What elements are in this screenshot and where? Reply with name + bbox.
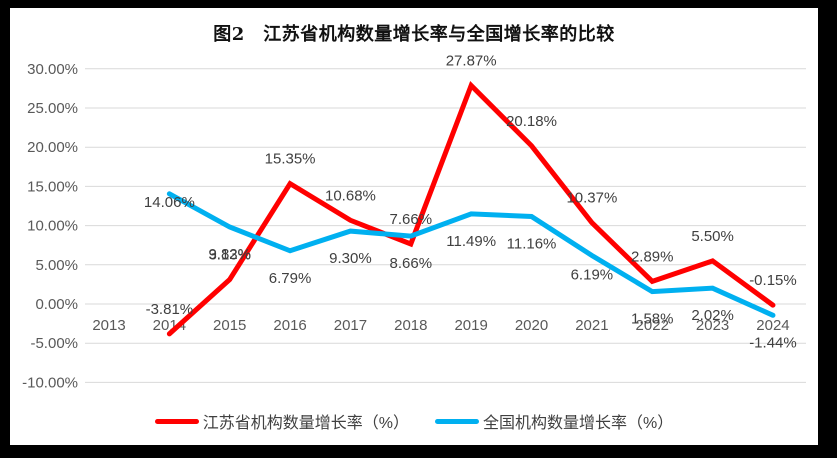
data-label-jiangsu: -0.15% [749,272,797,289]
data-label-jiangsu: 10.37% [566,190,617,207]
data-label-jiangsu: 27.87% [446,52,497,69]
chart-plot-area: 30.00% 25.00% 20.00% 15.00% 10.00% 5.00% 0.00%… [22,52,806,391]
x-axis-tick-label: 2022 [636,317,669,334]
x-axis-tick-label: 2017 [334,317,367,334]
legend-label-jiangsu: 江苏省机构数量增长率（%） [202,415,409,432]
x-axis-tick-label: 2014 [153,317,186,334]
data-label-national: 9.30% [329,250,372,267]
x-axis-tick-label: 2018 [394,317,427,334]
data-label-jiangsu: -3.81% [146,301,194,318]
y-axis-tick-label: 15.00% [27,178,78,195]
legend-label-national: 全国机构数量增长率（%） [483,415,674,432]
y-axis-tick-label: 5.00% [35,257,78,274]
x-axis-tick-label: 2016 [273,317,306,334]
legend-swatch-jiangsu [154,418,199,424]
data-label-national: 8.66% [390,255,433,272]
data-label-jiangsu: 7.66% [390,211,433,228]
y-axis-tick-label: 20.00% [27,139,78,156]
y-axis-tick-label: 0.00% [35,296,78,313]
x-axis-tick-label: 2019 [454,317,487,334]
data-label-national: 11.16% [507,236,557,253]
x-axis-tick-label: 2020 [515,317,548,334]
data-label-national: -1.44% [749,334,797,351]
chart-container: 图2 江苏省机构数量增长率与全国增长率的比较 30.00% 25.00% 20.00… [10,8,818,445]
data-label-national: 6.19% [571,266,614,283]
data-label-national: 1.58% [631,311,674,328]
data-label-jiangsu: 10.68% [325,187,376,204]
y-axis-tick-label: -5.00% [30,335,78,352]
y-axis-tick-label: -10.00% [22,374,78,391]
data-label-jiangsu: 2.89% [631,248,674,265]
x-axis-tick-label: 2024 [756,317,789,334]
series-line-1 [166,191,776,318]
data-label-national: 14.06% [144,194,195,211]
data-label-national: 2.02% [691,307,734,324]
data-label-national: 9.82% [208,246,251,263]
data-label-national: 11.49% [446,233,496,250]
y-axis-tick-label: 25.00% [27,100,78,117]
data-label-national: 6.79% [269,270,312,287]
data-label-jiangsu: 5.50% [691,228,734,245]
legend-item-national: 全国机构数量增长率（%） [435,409,673,433]
x-axis-tick-label: 2013 [92,317,125,334]
series-line-0 [166,81,776,337]
x-axis-tick-label: 2023 [696,317,729,334]
chart-title: 图2 江苏省机构数量增长率与全国增长率的比较 [213,24,615,45]
y-axis-tick-label: 10.00% [27,218,78,235]
x-axis-tick-label: 2015 [213,317,246,334]
x-axis-tick-label: 2021 [575,317,608,334]
data-label-jiangsu: 20.18% [506,113,557,130]
y-axis-tick-label: 30.00% [27,61,78,78]
legend-item-jiangsu: 江苏省机构数量增长率（%） [154,409,409,433]
legend: 江苏省机构数量增长率（%） 全国机构数量增长率（%） [10,409,818,433]
data-label-jiangsu: 15.35% [265,151,316,168]
data-label-jiangsu: 3.13% [208,246,251,263]
legend-swatch-national [435,418,479,424]
